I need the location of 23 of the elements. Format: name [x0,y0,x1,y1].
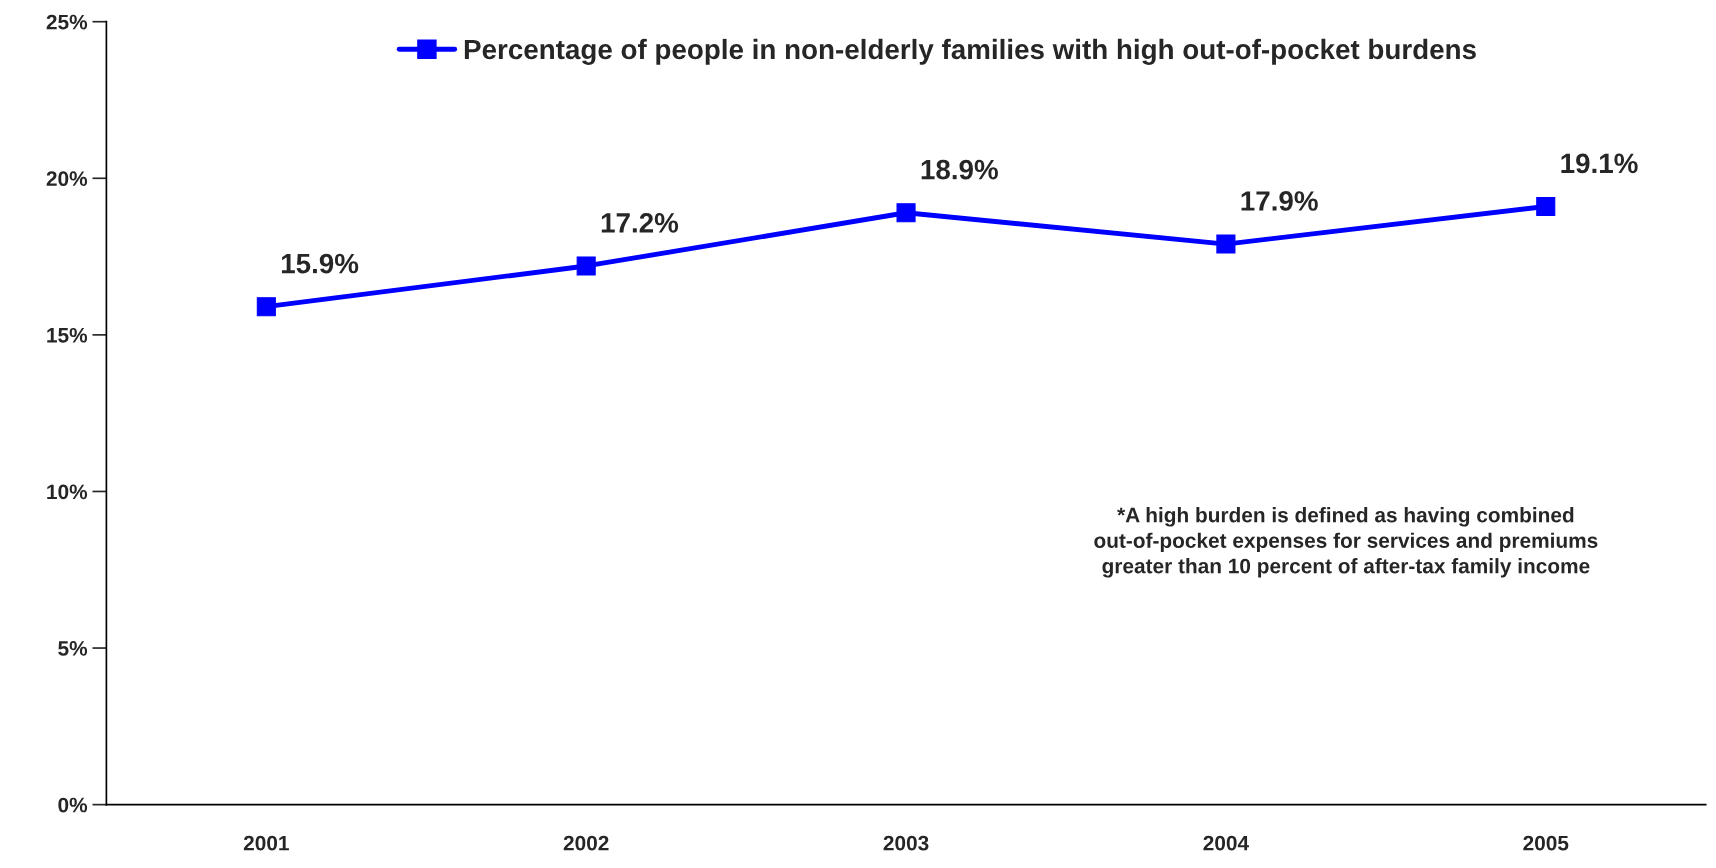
point [1536,196,1556,217]
data-label: 18.9% [921,159,998,180]
annotation: *A high burden is defined as having combined out-of-pocket expenses for services and premiums greater than 10 percent of after-tax family income [1094,507,1598,578]
y-tick-label: 20% [46,171,88,187]
y-tick-label: 25% [46,14,88,30]
x-tick-label: 2004 [1203,835,1249,851]
legend-label: Percentage of people in non-elderly families with high out-of-pocket burdens [464,38,1476,65]
x-tick-label: 2002 [563,835,609,851]
x-tick-label: 2003 [883,835,929,851]
point [256,297,276,317]
point [576,256,596,276]
x-tick-label: 2005 [1523,835,1569,851]
data-label: 19.1% [1561,153,1638,174]
y-tick-label: 10% [47,484,88,500]
y-tick-label: 5% [58,641,88,656]
point [1216,234,1236,254]
point [896,203,916,223]
x-tick-label: 2001 [243,835,289,851]
y-tick-label: 0% [58,797,88,813]
data-label: 15.9% [281,253,359,274]
data-label: 17.9% [1241,191,1318,211]
data-label: 17.2% [601,213,679,233]
y-tick-label: 15% [47,327,88,343]
